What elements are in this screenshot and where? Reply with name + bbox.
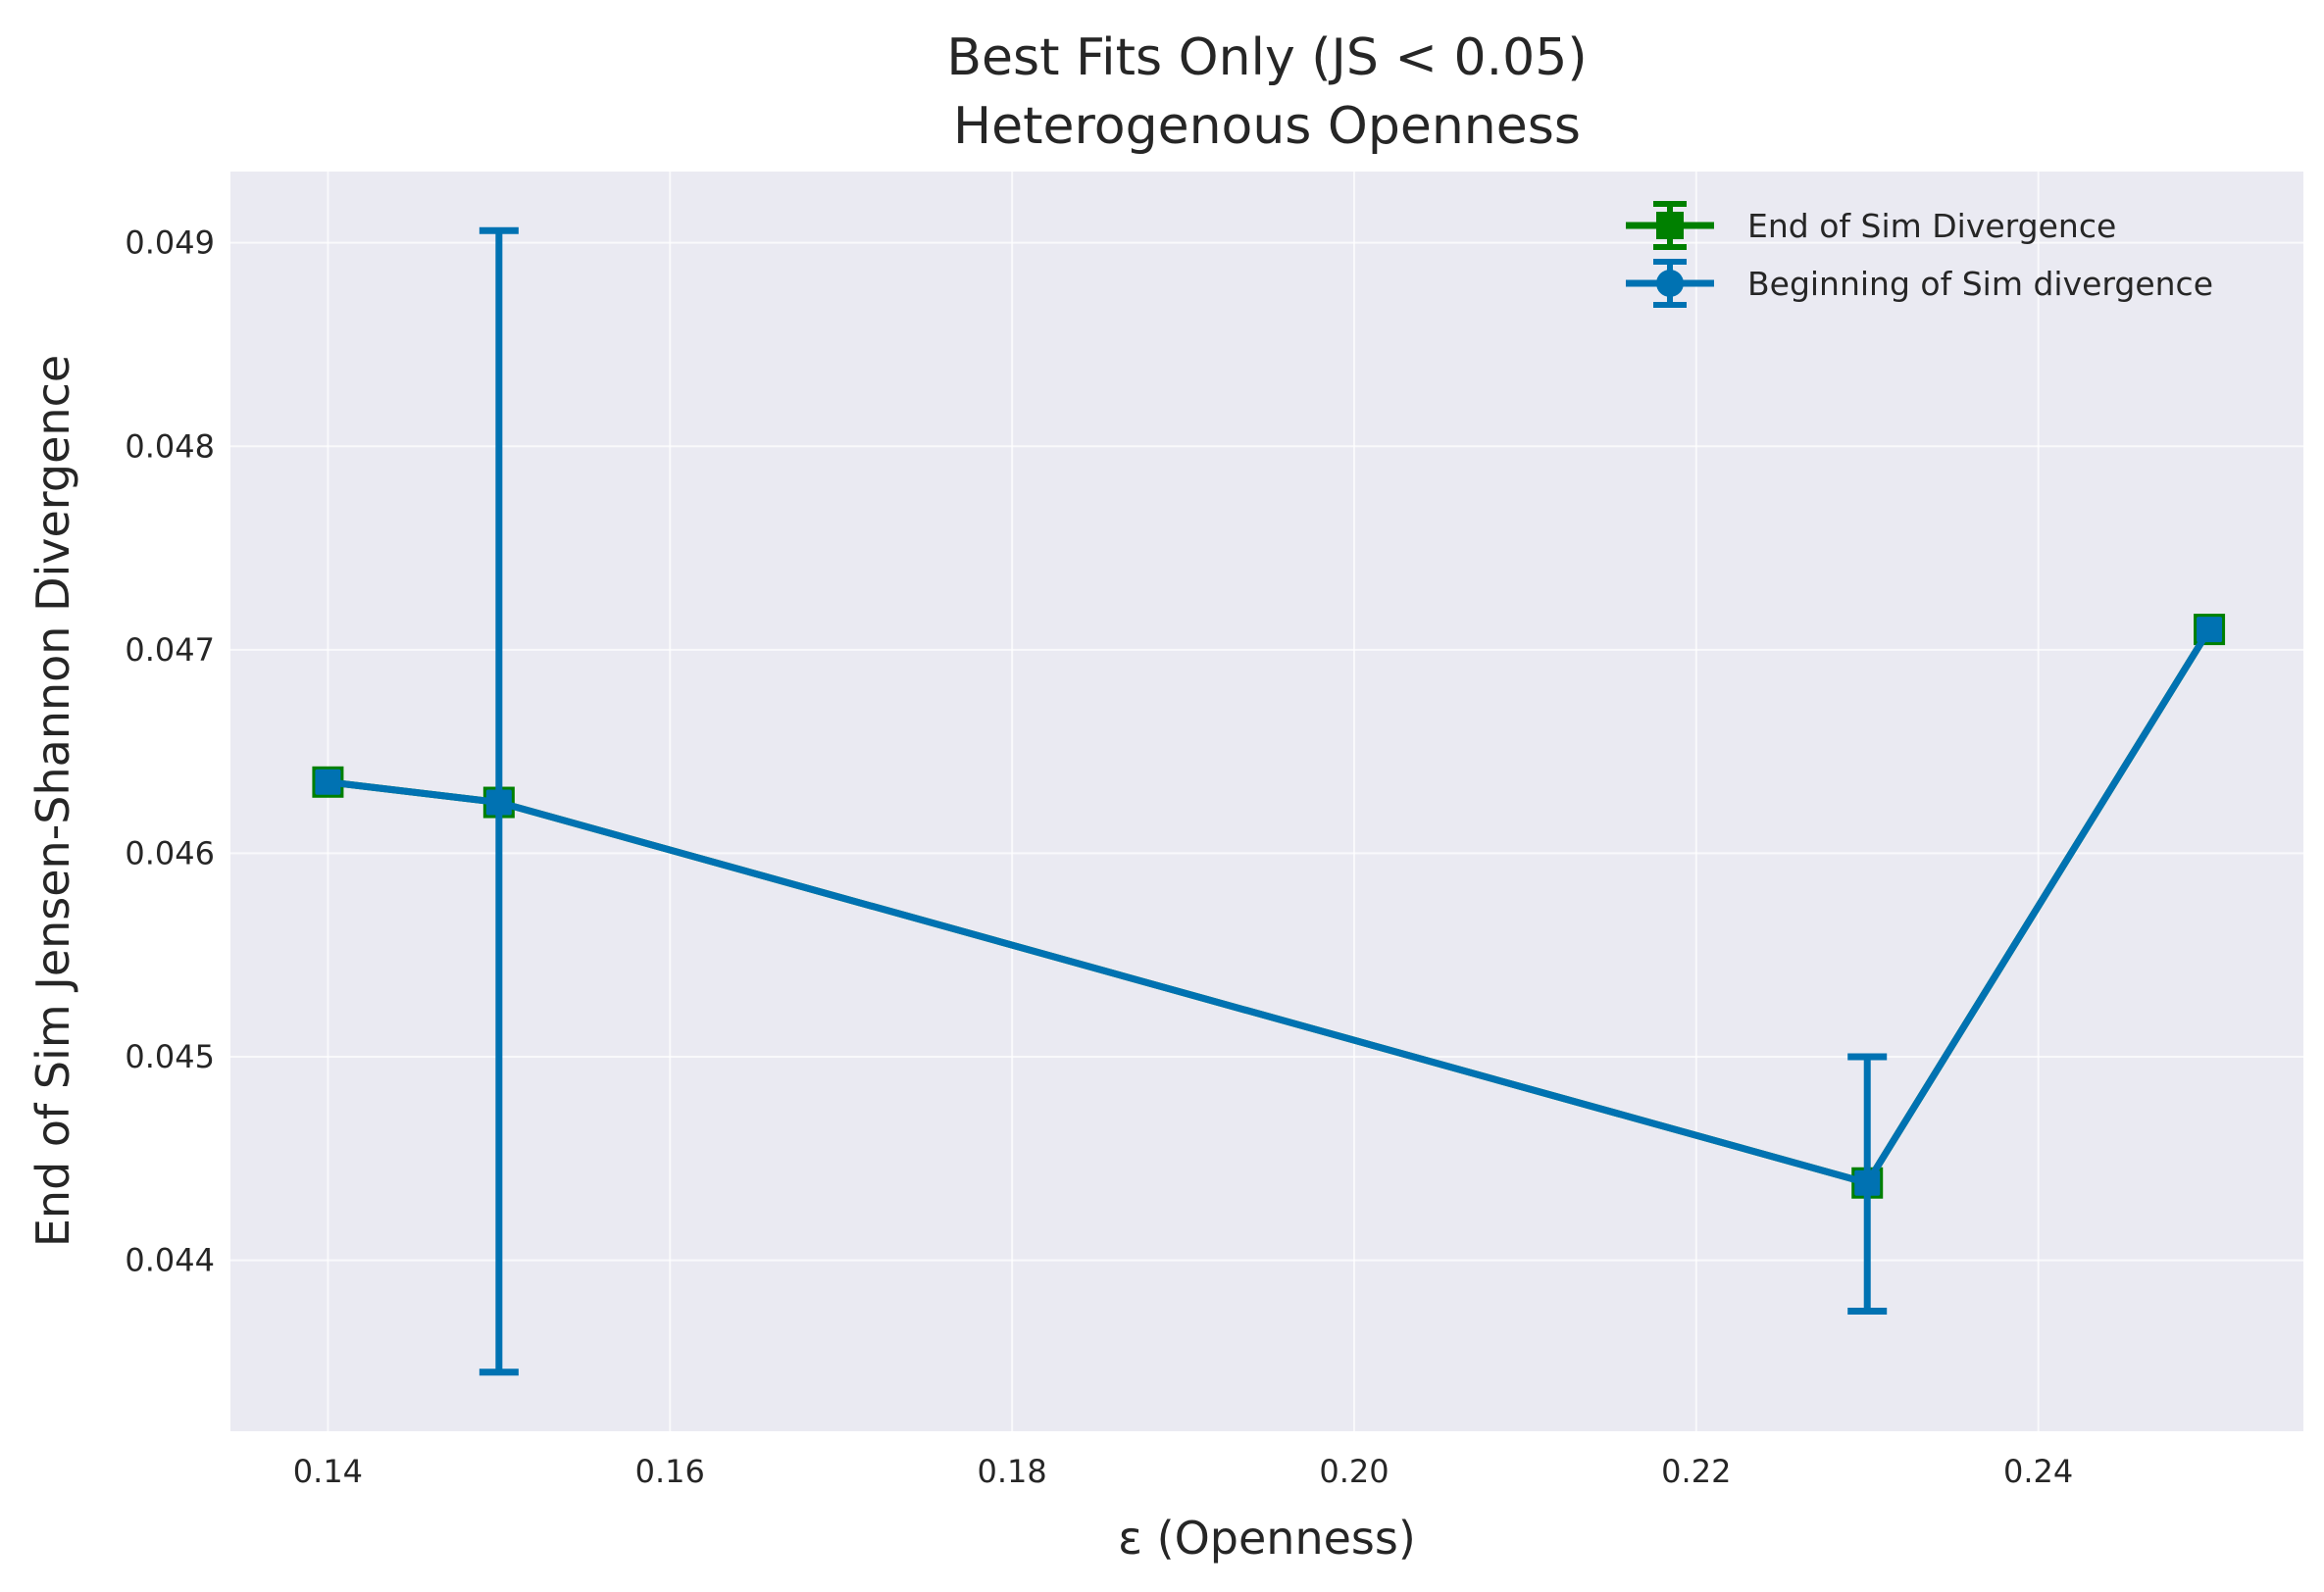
y-axis-label: End of Sim Jensen-Shannon Divergence bbox=[26, 355, 79, 1247]
y-tick-label: 0.047 bbox=[125, 631, 215, 669]
series-line bbox=[328, 627, 2213, 1187]
legend-label-end: End of Sim Divergence bbox=[1747, 207, 2116, 245]
plot-background bbox=[230, 172, 2303, 1431]
y-tick-label: 0.049 bbox=[125, 224, 215, 262]
series-beginning-of-sim bbox=[315, 226, 2223, 1376]
y-tick-label: 0.044 bbox=[125, 1242, 215, 1279]
x-tick-label: 0.14 bbox=[293, 1453, 363, 1490]
data-point bbox=[2197, 617, 2223, 643]
y-tick-label: 0.048 bbox=[125, 427, 215, 465]
y-tick-label: 0.045 bbox=[125, 1038, 215, 1075]
ticks-layer: 0.14 0.16 0.18 0.20 0.22 0.24 0.044 0.045 0.046 0… bbox=[125, 224, 2073, 1490]
series-layer bbox=[312, 226, 2226, 1376]
x-tick-label: 0.16 bbox=[635, 1453, 705, 1490]
x-tick-label: 0.18 bbox=[977, 1453, 1046, 1490]
legend: End of Sim Divergence Beginning of Sim d… bbox=[1626, 201, 2213, 308]
data-point bbox=[485, 789, 512, 816]
y-tick-label: 0.046 bbox=[125, 834, 215, 871]
legend-marker-circle bbox=[1656, 270, 1684, 297]
x-tick-label: 0.22 bbox=[1661, 1453, 1731, 1490]
data-point bbox=[1854, 1169, 1881, 1196]
x-tick-label: 0.24 bbox=[2003, 1453, 2073, 1490]
legend-marker-square bbox=[1656, 212, 1684, 239]
grid bbox=[230, 172, 2303, 1431]
chart-title: Best Fits Only (JS < 0.05) bbox=[946, 28, 1587, 87]
chart-subtitle: Heterogenous Openness bbox=[953, 97, 1581, 156]
x-tick-label: 0.20 bbox=[1319, 1453, 1389, 1490]
data-point bbox=[315, 769, 341, 795]
x-axis-label: ε (Openness) bbox=[1118, 1512, 1416, 1565]
legend-label-begin: Beginning of Sim divergence bbox=[1747, 265, 2213, 303]
